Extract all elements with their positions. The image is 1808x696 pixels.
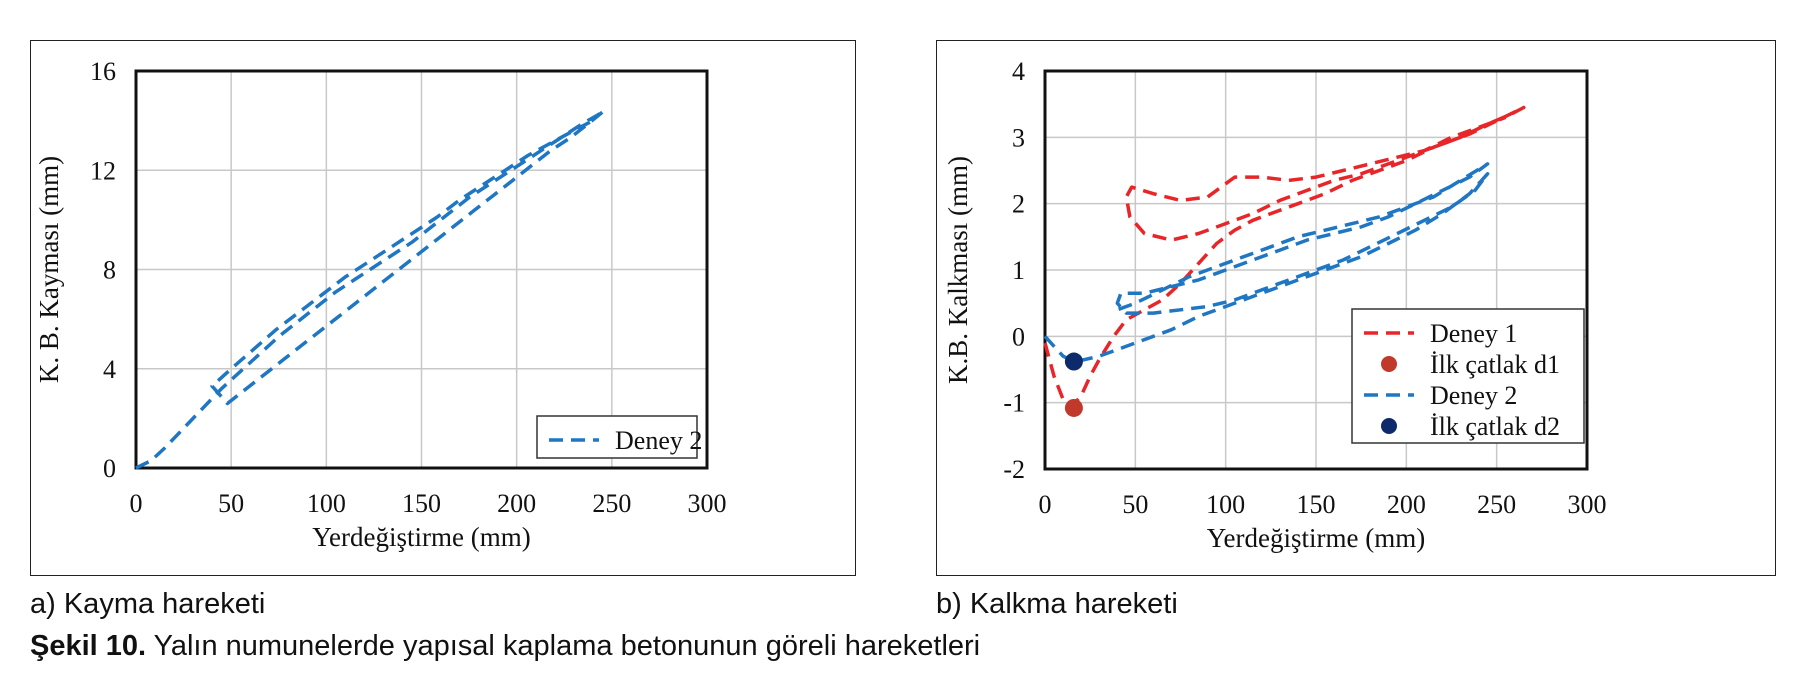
legend-box <box>536 415 698 459</box>
x-tick-label: 150 <box>402 489 441 518</box>
legend-label-0: Deney 1 <box>1430 319 1517 348</box>
x-tick-label: 50 <box>1122 490 1148 519</box>
y-tick-label: 3 <box>1012 123 1025 152</box>
caption-b: b) Kalkma hareketi <box>936 588 1178 620</box>
y-axis-label: K.B. Kalkması (mm) <box>943 156 973 384</box>
y-tick-label: 8 <box>103 256 116 285</box>
series-line-2 <box>1043 162 1490 364</box>
legend-label-2: Deney 2 <box>1430 381 1517 410</box>
chart-panel-b: 0 50 100 150 200 250 300 -2 -1 0 1 2 3 4 Yerdeğiştirme… <box>936 40 1776 576</box>
figure-label: Şekil 10. <box>30 630 147 662</box>
y-tick-label: 12 <box>90 156 116 185</box>
x-tick-label: 200 <box>1387 490 1426 519</box>
chart-panel-a: 0 50 100 150 200 250 300 0 4 8 12 16 Yerdeğiştirme (… <box>30 40 856 576</box>
caption-a: a) Kayma hareketi <box>30 588 266 620</box>
series-marker-3 <box>1064 352 1083 371</box>
y-tick-label: -2 <box>1003 455 1025 484</box>
y-tick-label: 1 <box>1012 256 1025 285</box>
series-line-0 <box>135 108 606 470</box>
plot-area-frame <box>1043 69 1589 471</box>
y-tick-label: 0 <box>1012 322 1025 351</box>
x-tick-label: 150 <box>1297 490 1336 519</box>
y-tick-label: 4 <box>1012 57 1025 86</box>
y-tick-label: 16 <box>90 57 116 86</box>
x-tick-label: 50 <box>218 489 244 518</box>
figure-text: Yalın numunelerde yapısal kaplama betonu… <box>146 630 981 662</box>
series-line-0 <box>1043 105 1526 408</box>
legend-marker-3 <box>1381 418 1397 434</box>
x-tick-label: 300 <box>1568 490 1607 519</box>
x-tick-label: 300 <box>688 489 727 518</box>
legend-marker-1 <box>1381 356 1397 372</box>
x-tick-label: 0 <box>130 489 143 518</box>
chart-a-svg: 0 50 100 150 200 250 300 0 4 8 12 16 Yerdeğiştirme (… <box>34 57 727 552</box>
y-tick-label: 0 <box>103 454 116 483</box>
y-tick-label: 2 <box>1012 190 1025 219</box>
legend: Deney 2 <box>536 415 702 459</box>
y-tick-label: 4 <box>103 355 116 384</box>
series-marker-1 <box>1064 398 1083 417</box>
x-tick-label: 100 <box>1206 490 1245 519</box>
plot-area-frame <box>134 69 709 470</box>
y-axis-label: K. B. Kayması (mm) <box>34 156 64 383</box>
x-tick-label: 200 <box>497 489 536 518</box>
x-tick-label: 250 <box>1477 490 1516 519</box>
x-axis-label: Yerdeğiştirme (mm) <box>312 522 530 552</box>
legend-label-0: Deney 2 <box>615 426 702 455</box>
figure-caption: Şekil 10. Yalın numunelerde yapısal kapl… <box>30 630 980 663</box>
x-axis-label: Yerdeğiştirme (mm) <box>1207 523 1425 553</box>
legend-label-1: İlk çatlak d1 <box>1430 350 1560 379</box>
x-tick-label: 100 <box>307 489 346 518</box>
x-tick-label: 0 <box>1039 490 1052 519</box>
x-tick-label: 250 <box>592 489 631 518</box>
y-tick-label: -1 <box>1003 389 1025 418</box>
legend-label-3: İlk çatlak d2 <box>1430 412 1560 441</box>
chart-b-svg: 0 50 100 150 200 250 300 -2 -1 0 1 2 3 4 Yerdeğiştirme… <box>943 57 1607 553</box>
